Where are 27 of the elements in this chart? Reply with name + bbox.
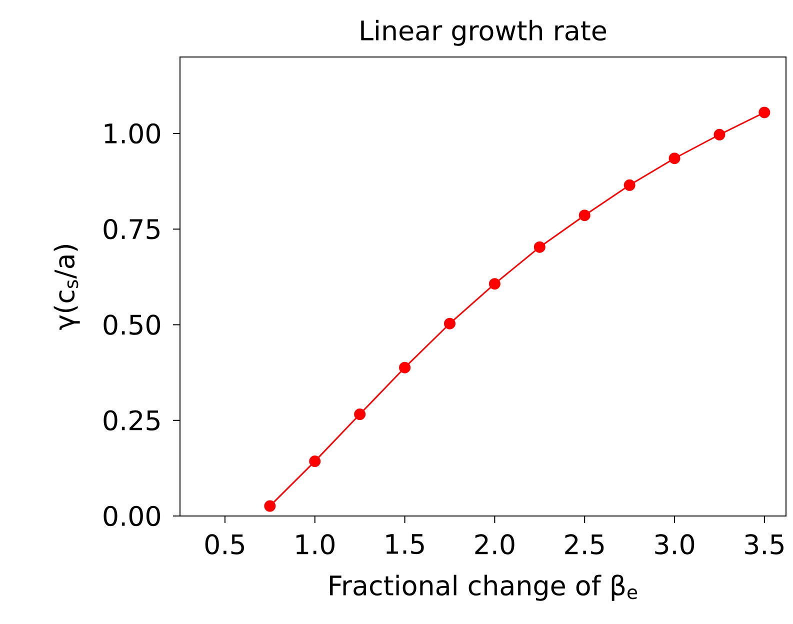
x-axis-title: Fractional change of β$_{e}$ [330, 574, 638, 601]
point [399, 362, 411, 374]
y-tick-label: 0.50 [104, 314, 160, 335]
point [624, 179, 636, 191]
point [264, 500, 276, 512]
x-tick-label: 1.0 [296, 534, 334, 555]
point [488, 278, 500, 290]
point [534, 241, 546, 253]
point [758, 106, 770, 118]
x-tick-label: 0.5 [205, 534, 244, 555]
y-tick-label: 1.00 [104, 123, 160, 144]
x-tick-label: 3.5 [745, 534, 784, 555]
y-tick-label: 0.75 [104, 218, 160, 240]
point [309, 456, 321, 468]
point [444, 318, 456, 330]
x-tick-label: 1.5 [386, 534, 424, 554]
y-tick-label: 0.00 [104, 506, 160, 526]
chart-title: Linear growth rate [361, 20, 606, 46]
x-tick-label: 3.0 [655, 534, 694, 555]
point [578, 210, 590, 222]
y-tick-label: 0.25 [104, 410, 160, 431]
point [668, 152, 680, 164]
x-tick-label: 2.5 [565, 534, 604, 555]
y-axis-title: γ(c$_{s}$/a) [54, 245, 80, 330]
point [354, 408, 366, 420]
point [714, 128, 726, 140]
x-tick-label: 2.0 [475, 534, 514, 555]
